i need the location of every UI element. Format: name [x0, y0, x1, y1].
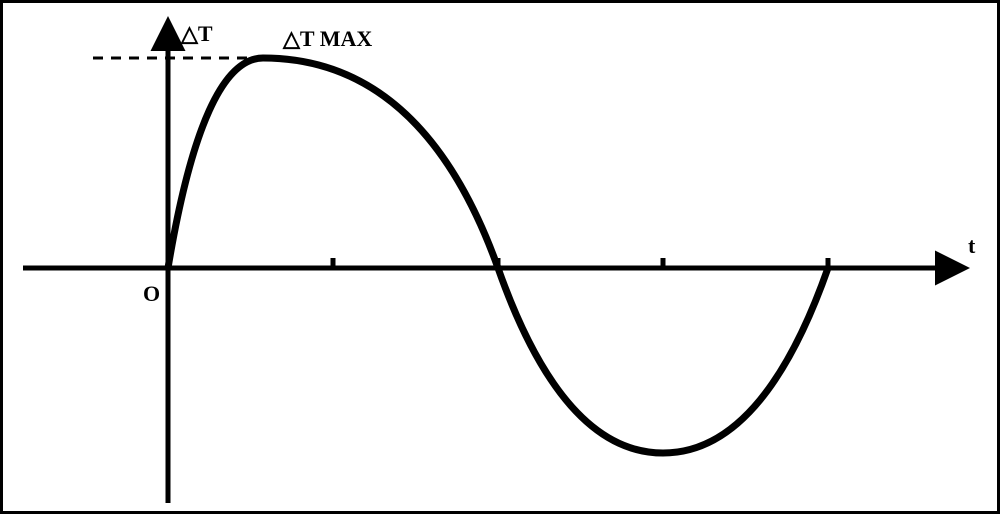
chart-frame: △T t O △T MAX	[0, 0, 1000, 514]
origin-label: O	[143, 281, 160, 306]
sine-chart: △T t O △T MAX	[3, 3, 1000, 517]
max-label: △T MAX	[282, 26, 372, 51]
y-axis-label: △T	[180, 21, 213, 46]
x-axis-label: t	[968, 233, 976, 258]
sine-curve	[168, 58, 828, 453]
